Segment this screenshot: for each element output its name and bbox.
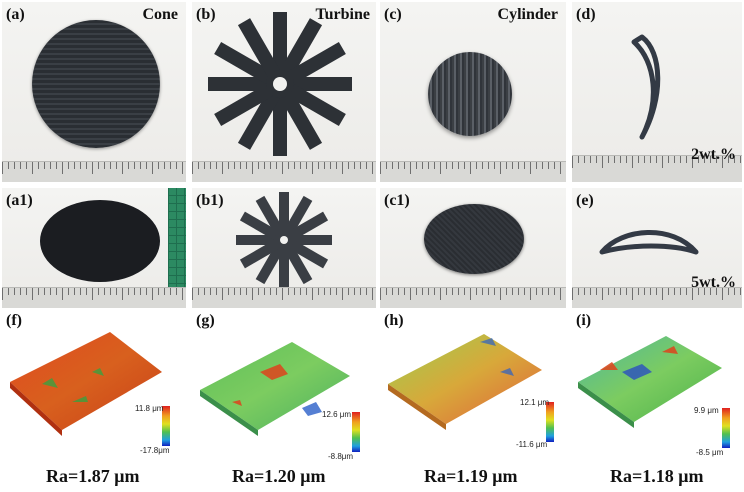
cylinder-disc-image (428, 52, 512, 136)
panel-label: (a) (6, 6, 25, 23)
cone-disc-dark-image (40, 200, 160, 282)
ruler (380, 161, 566, 182)
scale-min: -11.6 μm (516, 440, 548, 449)
scale-min: -8.8μm (328, 452, 354, 461)
surface-map-f: (f) 11.8 μm -17.8μm (2, 312, 186, 464)
ruler (572, 287, 742, 308)
ruler (192, 161, 376, 182)
crescent-blade-flat-image (599, 230, 699, 255)
panel-title: Cylinder (497, 6, 558, 23)
panel-title: 2wt.% (691, 146, 736, 163)
color-scale-bar (546, 402, 554, 442)
panel-label: (c) (384, 6, 402, 23)
roughness-value-i: Ra=1.18 μm (610, 466, 704, 486)
crescent-blade-image (631, 34, 661, 140)
surface-map-g: (g) 12.6 μm -8.8μm (192, 312, 376, 464)
panel-label: (c1) (384, 192, 410, 209)
roughness-value-g: Ra=1.20 μm (232, 466, 326, 486)
surface-map-i: (i) 9.9 μm -8.5 μm (572, 312, 742, 464)
panel-label: (h) (384, 312, 404, 329)
panel-c-cylinder-photo: (c) Cylinder (380, 2, 566, 182)
panel-label: (i) (576, 312, 592, 329)
ruler (2, 287, 186, 308)
scale-max: 9.9 μm (694, 406, 719, 415)
surface-3d-plot (200, 342, 350, 436)
panel-b1-turbine-photo: (b1) (192, 188, 376, 308)
panel-label: (b) (196, 6, 216, 23)
ruler (380, 287, 566, 308)
turbine-dark-image (236, 192, 332, 288)
surface-3d-plot (388, 334, 542, 430)
panel-label: (e) (576, 192, 594, 209)
surface-3d-plot (578, 336, 722, 428)
panel-title: Cone (142, 6, 178, 23)
roughness-value-h: Ra=1.19 μm (424, 466, 518, 486)
scale-max: 12.6 μm (322, 410, 352, 419)
ruler (2, 161, 186, 182)
scale-max: 12.1 μm (520, 398, 550, 407)
panel-a-cone-photo: (a) Cone (2, 2, 186, 182)
cutting-mat (168, 188, 186, 308)
panel-label: (a1) (6, 192, 33, 209)
panel-b-turbine-photo: (b) Turbine (192, 2, 376, 182)
turbine-image (208, 12, 352, 156)
panel-title: 5wt.% (691, 274, 736, 291)
panel-label: (d) (576, 6, 596, 23)
surface-3d-plot (10, 332, 162, 436)
panel-e-5wt-photo: (e) 5wt.% (572, 188, 742, 308)
scale-min: -8.5 μm (696, 448, 724, 457)
surface-map-h: (h) 12.1 μm -11.6 μm (380, 312, 566, 464)
panel-a1-cone-photo: (a1) (2, 188, 186, 308)
color-scale-bar (722, 408, 730, 448)
cone-disc-image (32, 20, 160, 148)
scale-max: 11.8 μm (135, 404, 164, 413)
ruler (572, 155, 742, 182)
ruler (192, 287, 376, 308)
color-scale-bar (352, 412, 360, 452)
panel-label: (g) (196, 312, 215, 329)
panel-c1-cylinder-photo: (c1) (380, 188, 566, 308)
scale-min: -17.8μm (140, 446, 170, 455)
panel-d-2wt-photo: (d) 2wt.% (572, 2, 742, 182)
panel-label: (b1) (196, 192, 224, 209)
cylinder-disc-dark-image (424, 204, 524, 274)
roughness-value-f: Ra=1.87 μm (46, 466, 140, 486)
color-scale-bar (162, 406, 170, 446)
panel-title: Turbine (315, 6, 370, 23)
panel-label: (f) (6, 312, 22, 329)
